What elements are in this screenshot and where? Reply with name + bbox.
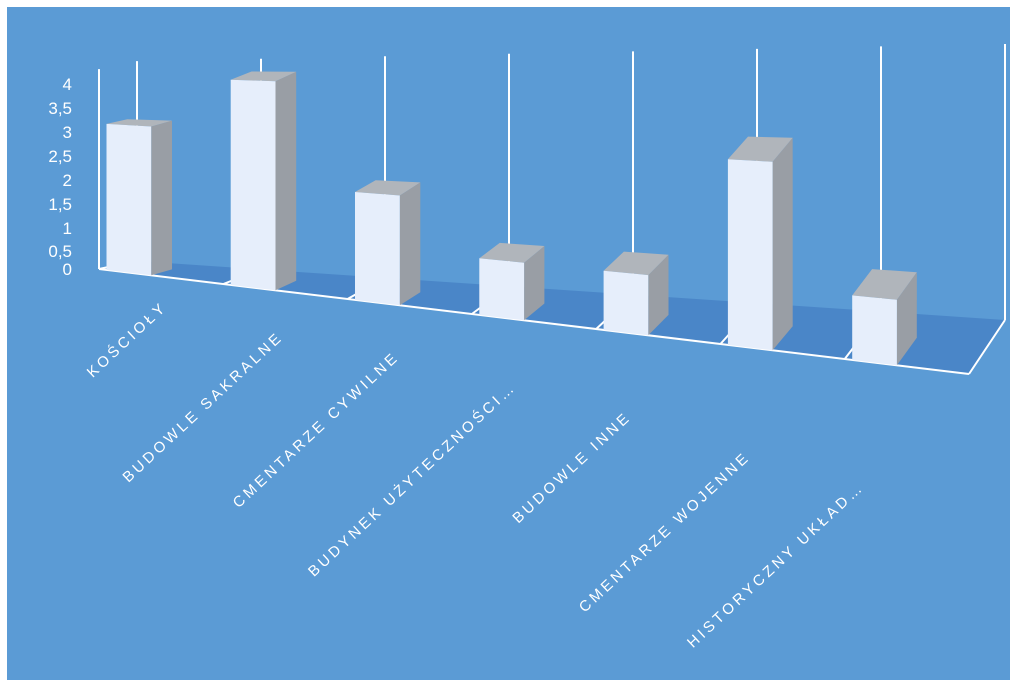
y-tick-label: 4 xyxy=(63,75,72,94)
bar-side xyxy=(399,182,421,306)
bar-front xyxy=(230,79,276,291)
y-tick-label: 1,5 xyxy=(48,195,72,214)
y-tick-label: 2 xyxy=(63,171,72,190)
bar-top xyxy=(727,136,793,162)
bar-4 xyxy=(603,251,669,336)
bar-side xyxy=(524,246,545,321)
bar-front xyxy=(479,258,525,321)
y-tick-label: 3,5 xyxy=(48,99,72,118)
bar-0 xyxy=(106,119,172,276)
bar-front xyxy=(852,295,897,366)
bar-front xyxy=(727,159,773,351)
bar-side xyxy=(772,137,793,351)
x-category-label: BUDOWLE INNE xyxy=(509,408,634,526)
chart-floor xyxy=(99,261,1005,374)
bar-top xyxy=(852,269,917,300)
y-tick-label: 0,5 xyxy=(48,242,72,261)
y-tick-label: 0 xyxy=(63,260,72,279)
y-tick-label: 2,5 xyxy=(48,147,72,166)
chart-area: 0 0,5 1 1,5 2 2,5 3 3,5 4 KOŚCIOŁY BUDOWLE SAKRALN… xyxy=(7,7,1010,680)
bar-top xyxy=(479,242,545,263)
x-category-label: KOŚCIOŁY xyxy=(83,298,171,381)
x-category-label: BUDOWLE SAKRALNE xyxy=(119,328,286,486)
bar-top xyxy=(355,180,421,196)
bar-side xyxy=(896,272,917,366)
x-category-label: CMENTARZE CYWILNE xyxy=(230,348,403,511)
bar-side xyxy=(151,120,172,276)
bar-3 xyxy=(479,242,545,321)
bar-2 xyxy=(355,180,421,306)
bar-front xyxy=(106,123,152,276)
bar-top xyxy=(603,251,669,276)
bar-1 xyxy=(230,71,297,291)
bar-top xyxy=(106,119,172,127)
bar-front xyxy=(355,192,400,306)
y-tick-label: 3 xyxy=(63,123,72,142)
bar-side xyxy=(275,71,297,291)
bar-6 xyxy=(852,269,917,366)
bar-top xyxy=(230,71,297,82)
x-category-label: CMENTARZE WOJENNE xyxy=(576,448,754,616)
bar-front xyxy=(603,270,649,336)
y-tick-label: 1 xyxy=(63,219,72,238)
floor-divider xyxy=(968,319,1006,375)
bar-side xyxy=(648,254,669,336)
bar-5 xyxy=(727,136,793,351)
x-category-label: HISTORYCZNY UKŁAD… xyxy=(684,478,868,651)
